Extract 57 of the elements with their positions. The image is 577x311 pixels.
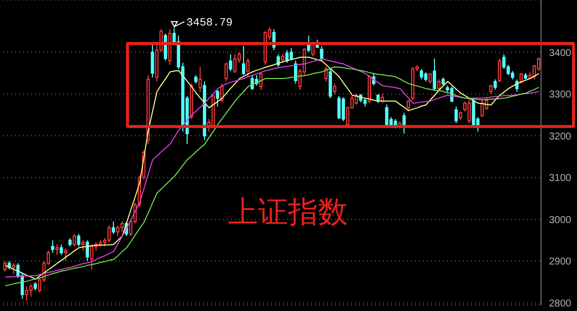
candlestick [454, 106, 458, 124]
candlestick [228, 54, 232, 72]
candlestick [90, 244, 94, 270]
candlestick [472, 98, 476, 128]
candlestick [224, 62, 228, 82]
y-tick-label: 2900 [549, 256, 572, 268]
candlestick [242, 45, 246, 76]
candlestick [294, 60, 298, 84]
candlestick [354, 94, 358, 105]
candlestick [420, 68, 424, 80]
candlestick [480, 100, 484, 118]
candlestick [120, 220, 124, 232]
candlestick [520, 72, 523, 84]
candlestick [498, 58, 502, 83]
candlestick [25, 286, 28, 302]
candlestick [428, 72, 432, 84]
candlestick [86, 240, 89, 262]
candlestick [402, 112, 406, 134]
candlestick [333, 83, 336, 95]
candlestick [55, 244, 59, 256]
candlestick [29, 284, 33, 298]
candlestick [107, 225, 111, 243]
candlestick [12, 262, 16, 274]
candlestick [342, 96, 345, 122]
candlestick [51, 240, 54, 254]
candlestick [276, 54, 280, 68]
text: 上证指数 [228, 194, 348, 232]
candlestick [424, 72, 428, 82]
candlestick [250, 74, 254, 90]
y-tick-label: 3000 [549, 214, 572, 226]
candlestick [198, 66, 202, 92]
y-tick-label: 3100 [549, 173, 572, 184]
y-tick-label: 3400 [549, 48, 572, 59]
candlestick [64, 248, 68, 262]
candlestick [112, 220, 116, 234]
y-tick-label: 2800 [549, 298, 572, 310]
candlestick [320, 45, 324, 62]
candlestick [290, 48, 293, 62]
candlestick [81, 240, 85, 252]
candlestick [116, 225, 120, 237]
candlestick [246, 58, 250, 78]
candlestick [60, 244, 63, 256]
annotation: 3458.79 [186, 18, 233, 30]
candlestick [220, 83, 224, 103]
candlestick [216, 89, 220, 108]
candlestick [3, 260, 7, 272]
candlestick [307, 35, 310, 53]
candlestick [337, 96, 341, 120]
candlestick [494, 78, 497, 90]
candlestick [233, 54, 237, 74]
candlestick [150, 43, 154, 78]
candlestick [72, 233, 76, 248]
candlestick [77, 233, 80, 248]
y-tick-label: 3200 [549, 131, 572, 142]
y-tick-label: 3300 [549, 90, 572, 101]
candlestick [437, 78, 440, 92]
candlestick [432, 58, 436, 90]
